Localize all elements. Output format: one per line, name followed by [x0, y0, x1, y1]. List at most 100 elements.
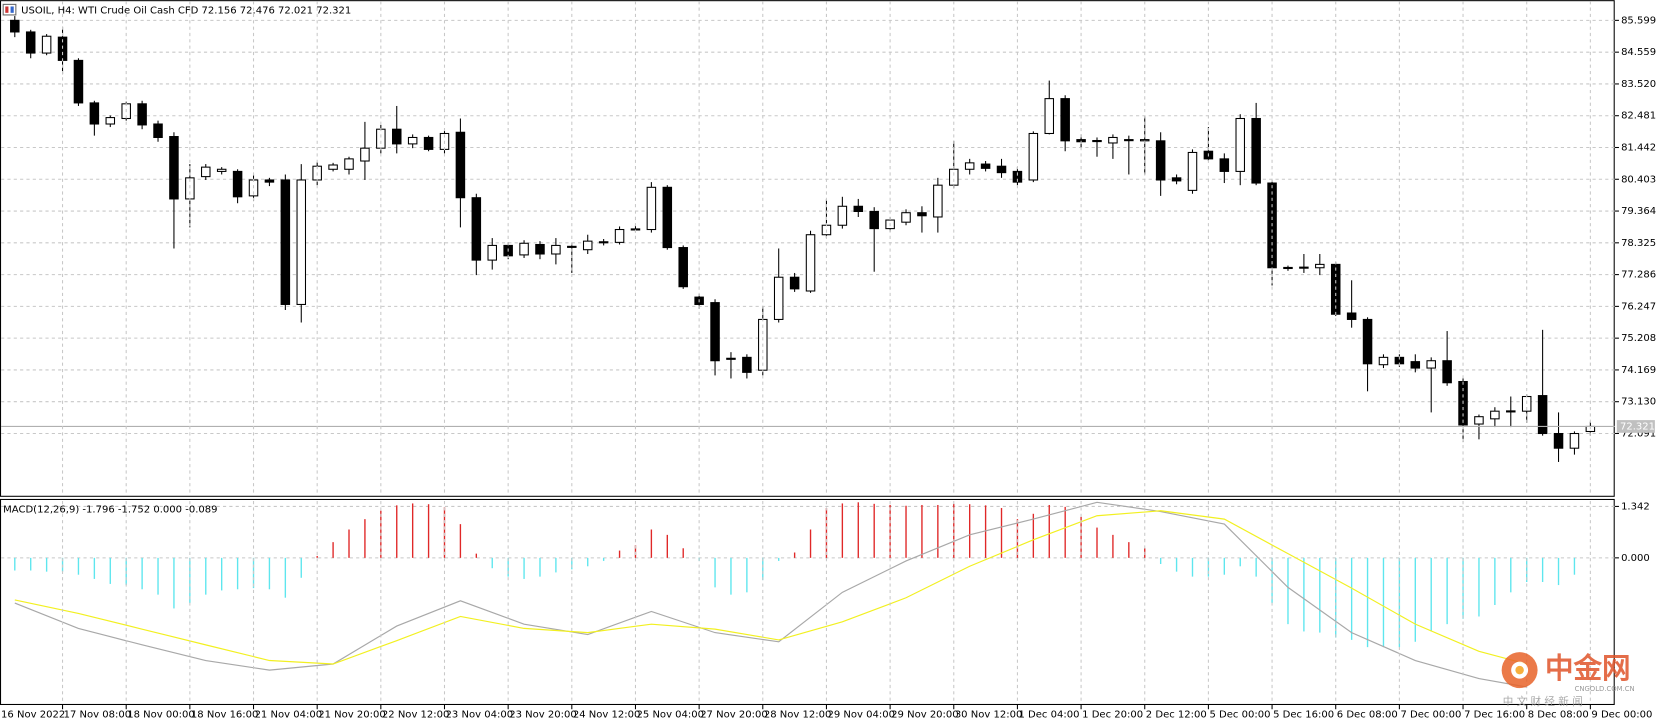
candle-body: [582, 240, 593, 251]
x-tick-label: 6 Dec 08:00: [1337, 710, 1398, 721]
candle-body: [1553, 432, 1564, 449]
candle-body: [837, 205, 848, 226]
candle-body: [1346, 312, 1357, 320]
candle-body: [1569, 432, 1580, 449]
candle-body: [41, 35, 52, 54]
x-tick-label: 16 Nov 2022: [1, 710, 65, 721]
candle-body: [614, 228, 625, 243]
candle-body: [216, 168, 227, 172]
x-tick-label: 28 Nov 12:00: [764, 710, 832, 721]
y-tick-label: 73.130: [1621, 397, 1656, 408]
candle-body: [1012, 170, 1023, 183]
watermark-site: CNGOLD.COM.CN: [1575, 685, 1635, 693]
y-tick-label: 82.481: [1621, 111, 1656, 122]
chart-icon: [2, 3, 17, 16]
macd-panel-frame: [0, 498, 1615, 706]
x-tick-label: 23 Nov 20:00: [509, 710, 577, 721]
current-price-label: 72.321: [1620, 421, 1655, 432]
x-tick-label: 18 Nov 16:00: [191, 710, 259, 721]
candle-body: [455, 131, 466, 199]
candle-body: [137, 103, 147, 126]
candle-body: [996, 165, 1007, 174]
macd-line: [14, 501, 1527, 688]
x-tick-label: 29 Nov 04:00: [828, 710, 896, 721]
y-tick-label: 75.208: [1621, 333, 1656, 344]
candle-body: [201, 166, 211, 178]
indicator-title: MACD(12,26,9) -1.796 -1.752 0.000 -0.089: [3, 505, 217, 516]
candle-body: [391, 128, 402, 145]
y-tick-label: 79.364: [1621, 206, 1656, 217]
candle-body: [805, 234, 816, 292]
x-tick-label: 21 Nov 04:00: [255, 710, 323, 721]
candle-body: [1537, 395, 1548, 435]
y-tick-label: 83.520: [1621, 79, 1656, 90]
candle-body: [646, 186, 657, 231]
x-tick-label: 29 Nov 20:00: [891, 710, 959, 721]
candle-body: [1315, 263, 1325, 269]
x-tick-label: 1 Dec 20:00: [1082, 710, 1143, 721]
price-panel-frame: [0, 0, 1615, 497]
candle-body: [296, 179, 307, 305]
candle-body: [1283, 266, 1293, 270]
candle-body: [232, 170, 243, 198]
y-tick-label: 72.091: [1621, 428, 1656, 439]
candle-body: [1092, 139, 1102, 143]
y-tick-label: 85.599: [1621, 15, 1656, 26]
candle-body: [853, 205, 864, 213]
candle-body: [344, 158, 354, 170]
candle-body: [1155, 140, 1166, 181]
candle-body: [1124, 139, 1134, 142]
candle-body: [773, 276, 784, 320]
y-tick-label: 81.442: [1621, 142, 1656, 153]
candle-body: [376, 128, 386, 149]
x-tick-label: 17 Nov 08:00: [64, 710, 132, 721]
candle-body: [933, 184, 943, 218]
candle-body: [1171, 177, 1182, 182]
candle-body: [1506, 410, 1516, 413]
y-tick-label: 84.559: [1621, 47, 1656, 58]
x-tick-label: 27 Nov 20:00: [700, 710, 768, 721]
candle-body: [1235, 117, 1245, 172]
candle-body: [471, 197, 482, 261]
x-tick-label: 5 Dec 00:00: [1209, 710, 1270, 721]
candle-body: [869, 210, 879, 230]
candle-body: [328, 164, 338, 170]
candle-body: [423, 136, 434, 150]
candle-body: [567, 245, 577, 248]
candle-body: [25, 31, 36, 54]
candle-body: [1426, 360, 1436, 369]
candle-body: [742, 356, 752, 373]
candle-body: [1442, 360, 1452, 384]
watermark: 中金网 中 文 财 经 新 闻 CNGOLD.COM.CN: [1501, 652, 1635, 708]
candle-body: [1219, 158, 1230, 172]
candle-body: [710, 302, 720, 362]
y-tick-label: 76.247: [1621, 301, 1656, 312]
candle-body: [980, 163, 991, 169]
candle-body: [10, 19, 20, 33]
candle-body: [280, 179, 291, 305]
candle-body: [1490, 410, 1500, 420]
y-tick-label: 80.403: [1621, 174, 1656, 185]
y-tick-label: 77.286: [1621, 270, 1656, 281]
candle-body: [1187, 151, 1198, 191]
candle-body: [964, 162, 975, 170]
x-tick-label: 9 Dec 00:00: [1591, 710, 1652, 721]
candle-body: [519, 242, 529, 256]
chart-icon-bar: [10, 6, 14, 13]
candle-body: [407, 136, 418, 145]
candle-body: [551, 244, 561, 255]
candle-body: [1044, 98, 1055, 135]
candle-body: [1378, 356, 1389, 366]
chart-title: USOIL, H4: WTI Crude Oil Cash CFD 72.156…: [21, 6, 351, 17]
candle-body: [1362, 318, 1373, 365]
candle-body: [1108, 136, 1118, 144]
x-tick-label: 8 Dec 08:00: [1528, 710, 1589, 721]
candle-body: [487, 244, 497, 261]
candle-body: [678, 247, 688, 288]
x-tick-label: 24 Nov 12:00: [573, 710, 641, 721]
watermark-logo-core: [1515, 665, 1524, 675]
